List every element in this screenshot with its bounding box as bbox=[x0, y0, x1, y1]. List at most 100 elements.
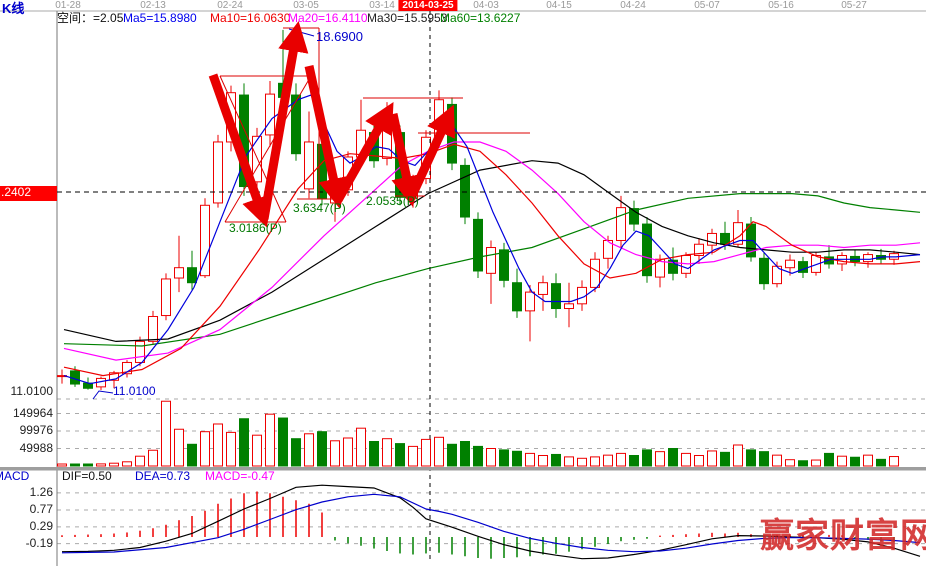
volume-bar bbox=[239, 418, 249, 467]
candle bbox=[187, 267, 197, 284]
volume-bar bbox=[369, 440, 379, 467]
date-label: 05-27 bbox=[841, 0, 867, 11]
volume-bar bbox=[252, 434, 262, 467]
macd-axis-label: 1.26 bbox=[29, 484, 53, 499]
volume-bar bbox=[122, 461, 132, 467]
ma60-label: Ma60=13.6227 bbox=[440, 11, 521, 25]
macd-dea-label: DEA=0.73 bbox=[135, 469, 191, 483]
candle bbox=[135, 340, 145, 363]
date-label: 02-24 bbox=[217, 0, 243, 11]
volume-bar bbox=[83, 463, 93, 467]
macd-histogram bbox=[61, 491, 895, 559]
trend-arrow bbox=[208, 73, 272, 228]
trend-arrow bbox=[304, 65, 349, 209]
volume-bar bbox=[655, 451, 665, 467]
candle bbox=[265, 93, 275, 136]
volume-bar bbox=[330, 440, 340, 467]
volume-bar bbox=[278, 417, 288, 467]
volume-bar bbox=[434, 436, 444, 467]
volume-bar bbox=[590, 456, 600, 467]
volume-bar bbox=[889, 456, 899, 467]
volume-bar bbox=[525, 452, 535, 467]
volume-axis-label: 99976 bbox=[19, 423, 53, 437]
volume-bar bbox=[356, 427, 366, 467]
candle bbox=[551, 283, 561, 310]
volume-bar bbox=[200, 431, 210, 467]
volume-bar bbox=[512, 450, 522, 467]
date-label: 03-05 bbox=[293, 0, 319, 11]
candle bbox=[512, 282, 522, 312]
measure-annotation-1: 3.0186(P) bbox=[229, 221, 282, 235]
ma30-line bbox=[63, 160, 921, 343]
candle bbox=[616, 207, 626, 241]
ma5-label: Ma5=15.8980 bbox=[123, 11, 197, 25]
macd-panel-title[interactable]: MACD bbox=[0, 469, 30, 483]
volume-bar bbox=[538, 454, 548, 467]
candle bbox=[213, 141, 223, 204]
ma10-line bbox=[63, 143, 921, 377]
volume-bar bbox=[603, 454, 613, 467]
volume-bar bbox=[161, 400, 171, 467]
volume-bar bbox=[460, 440, 470, 467]
volume-bar bbox=[616, 452, 626, 467]
candle bbox=[681, 254, 691, 274]
date-label: 02-13 bbox=[140, 0, 166, 11]
measure-annotation-3: 2.0535(P) bbox=[366, 194, 419, 208]
volume-bar bbox=[798, 460, 808, 467]
ma-lines bbox=[63, 94, 921, 385]
site-watermark: 赢家财富网 bbox=[760, 517, 926, 555]
volume-bar bbox=[577, 457, 587, 467]
candle bbox=[304, 141, 314, 190]
candle bbox=[538, 282, 548, 295]
candle bbox=[499, 249, 509, 281]
date-label: 03-14 bbox=[369, 0, 395, 11]
candle bbox=[291, 94, 301, 155]
volume-bar bbox=[96, 463, 106, 467]
volume-bar bbox=[213, 423, 223, 467]
volume-bar bbox=[668, 447, 678, 467]
kline-tab-label[interactable]: K线 bbox=[2, 1, 25, 16]
candle bbox=[642, 223, 652, 277]
volume-bar bbox=[226, 431, 236, 467]
volume-bar bbox=[421, 438, 431, 467]
candle bbox=[668, 259, 678, 274]
ma30-label: Ma30=15.5953 bbox=[367, 11, 448, 25]
date-label-highlighted: 2014-03-25 bbox=[398, 0, 458, 11]
trend-arrow bbox=[406, 104, 455, 200]
volume-bar bbox=[642, 449, 652, 467]
volume-bar bbox=[551, 453, 561, 467]
candle bbox=[564, 303, 574, 310]
volume-bar bbox=[824, 452, 834, 467]
candle bbox=[694, 243, 704, 256]
volume-axis-label: 149964 bbox=[12, 406, 53, 420]
crosshair bbox=[57, 11, 926, 563]
candle bbox=[109, 372, 119, 381]
date-label: 04-03 bbox=[473, 0, 499, 11]
ma20-line bbox=[63, 141, 921, 361]
candle bbox=[525, 291, 535, 312]
volume-bar bbox=[720, 451, 730, 467]
ma10-label: Ma10=16.0630 bbox=[210, 11, 291, 25]
trend-arrow bbox=[259, 20, 309, 220]
peak-price-annotation: 18.6900 bbox=[316, 29, 363, 44]
spread-indicator-label: 空间：=2.05 bbox=[57, 11, 124, 25]
volume-bar bbox=[447, 443, 457, 467]
candlestick-series bbox=[57, 29, 899, 391]
crosshair-price-box: .2402 bbox=[0, 185, 57, 201]
volume-bar bbox=[70, 463, 80, 467]
volume-bar bbox=[135, 455, 145, 467]
candle bbox=[252, 135, 262, 183]
macd-axis-label: 0.29 bbox=[29, 518, 53, 533]
candle bbox=[785, 259, 795, 269]
candle bbox=[486, 247, 496, 274]
date-label: 05-16 bbox=[768, 0, 794, 11]
date-label: 04-24 bbox=[620, 0, 646, 11]
volume-bar bbox=[863, 454, 873, 467]
trend-arrow bbox=[388, 113, 422, 207]
volume-bar bbox=[876, 458, 886, 467]
dif-line bbox=[61, 484, 921, 560]
volume-bar bbox=[382, 438, 392, 467]
volume-bar bbox=[395, 443, 405, 467]
